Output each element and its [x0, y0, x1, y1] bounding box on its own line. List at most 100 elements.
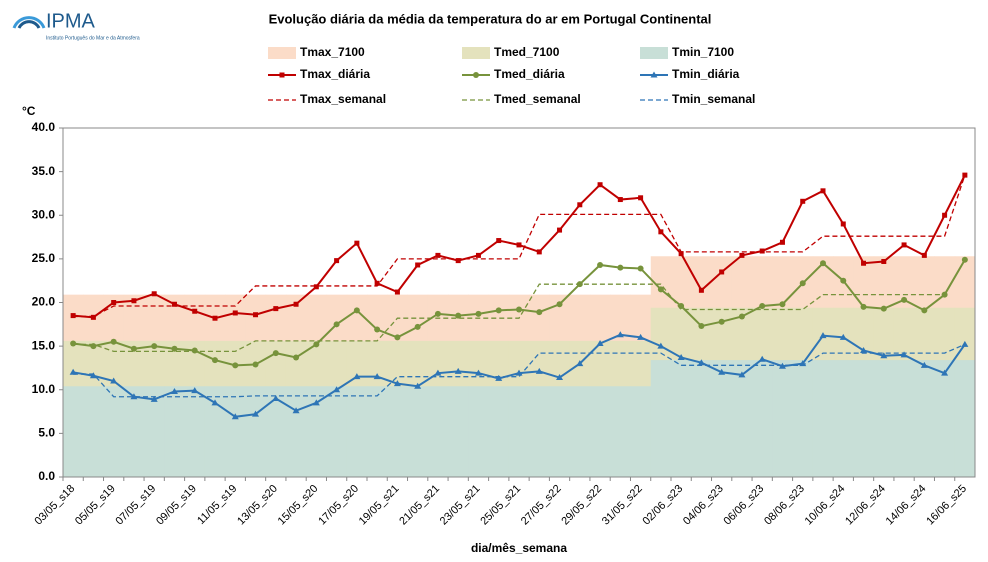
- marker: [151, 343, 158, 350]
- y-axis-title: °C: [22, 104, 36, 118]
- marker: [738, 371, 746, 378]
- normal-band: [103, 386, 125, 477]
- normal-band: [83, 386, 105, 477]
- legend-label: Tmax_semanal: [300, 92, 386, 106]
- marker: [414, 382, 422, 389]
- marker: [535, 367, 543, 374]
- marker: [455, 258, 461, 264]
- legend-item: Tmed_semanal: [462, 92, 581, 106]
- marker: [921, 252, 927, 258]
- marker: [90, 314, 96, 320]
- x-tick-label: 15/05_s20: [276, 483, 321, 528]
- marker: [313, 284, 319, 290]
- x-tick-label: 08/06_s23: [762, 483, 807, 528]
- marker: [354, 240, 360, 246]
- normal-band: [508, 386, 530, 477]
- marker: [799, 280, 806, 287]
- legend-label: Tmax_diária: [300, 67, 370, 81]
- legend-item: Tmin_semanal: [640, 92, 755, 106]
- legend-label: Tmed_7100: [494, 45, 560, 59]
- marker: [353, 307, 360, 314]
- legend-label: Tmax_7100: [300, 45, 365, 59]
- marker: [901, 242, 907, 248]
- marker: [435, 252, 441, 258]
- logo-subtitle: Instituto Português do Mar e da Atmosfer…: [46, 35, 140, 41]
- marker: [820, 188, 826, 194]
- marker: [333, 386, 341, 393]
- marker: [434, 369, 442, 376]
- legend-label: Tmin_7100: [672, 45, 734, 59]
- logo-arc: [17, 20, 41, 29]
- marker: [171, 345, 178, 352]
- x-tick-label: 19/05_s21: [357, 483, 402, 528]
- marker: [556, 374, 564, 381]
- marker: [718, 318, 725, 325]
- marker: [110, 377, 118, 384]
- x-tick-label: 04/06_s23: [681, 483, 726, 528]
- normal-band: [123, 386, 145, 477]
- normal-band: [752, 360, 773, 477]
- marker: [860, 303, 867, 310]
- marker: [596, 340, 604, 347]
- normal-band: [650, 360, 672, 477]
- marker: [637, 333, 645, 340]
- marker: [312, 399, 320, 406]
- marker: [212, 357, 218, 364]
- normal-band: [731, 360, 753, 477]
- legend-swatch: [268, 47, 296, 59]
- y-tick-label: 20.0: [32, 295, 56, 309]
- marker: [273, 306, 279, 312]
- marker: [698, 287, 704, 293]
- normal-band: [549, 386, 571, 477]
- marker: [313, 341, 320, 348]
- x-tick-label: 05/05_s19: [73, 483, 118, 528]
- legend-item: Tmed_7100: [462, 45, 560, 59]
- normal-band: [265, 386, 287, 477]
- marker: [232, 310, 238, 316]
- marker: [415, 262, 421, 268]
- x-tick-label: 27/05_s22: [519, 483, 564, 528]
- marker: [759, 248, 765, 254]
- y-tick-label: 25.0: [32, 251, 56, 265]
- marker: [678, 302, 685, 309]
- normal-band: [934, 360, 956, 477]
- marker: [516, 242, 522, 248]
- marker: [473, 72, 479, 78]
- legend-item: Tmax_diária: [268, 67, 370, 81]
- marker: [353, 373, 361, 380]
- x-tick-label: 23/05_s21: [438, 483, 483, 528]
- marker: [860, 346, 868, 353]
- logo-name: IPMA: [46, 10, 96, 32]
- legend-item: Tmed_diária: [462, 67, 565, 81]
- x-tick-label: 03/05_s18: [32, 483, 77, 528]
- marker: [434, 310, 441, 317]
- marker: [920, 361, 928, 368]
- marker: [840, 221, 846, 227]
- marker: [211, 399, 219, 406]
- normal-band: [529, 386, 550, 477]
- normal-band: [63, 386, 84, 477]
- marker: [293, 354, 300, 361]
- x-tick-label: 06/06_s23: [722, 483, 767, 528]
- marker: [617, 197, 623, 203]
- marker: [962, 172, 968, 178]
- marker: [70, 340, 77, 347]
- marker: [576, 281, 583, 288]
- marker: [758, 355, 766, 362]
- x-tick-label: 25/05_s21: [478, 483, 523, 528]
- marker: [374, 280, 380, 286]
- normal-band: [225, 386, 246, 477]
- y-tick-label: 30.0: [32, 207, 56, 221]
- marker: [840, 277, 847, 284]
- marker: [393, 380, 401, 387]
- marker: [130, 393, 138, 400]
- legend-item: Tmax_7100: [268, 45, 365, 59]
- logo-arc: [12, 16, 46, 29]
- marker: [212, 315, 218, 321]
- x-axis-title: dia/mês_semana: [471, 541, 567, 555]
- normal-band: [853, 360, 875, 477]
- marker: [698, 323, 705, 330]
- x-tick-label: 17/05_s20: [316, 483, 361, 528]
- marker: [474, 369, 482, 376]
